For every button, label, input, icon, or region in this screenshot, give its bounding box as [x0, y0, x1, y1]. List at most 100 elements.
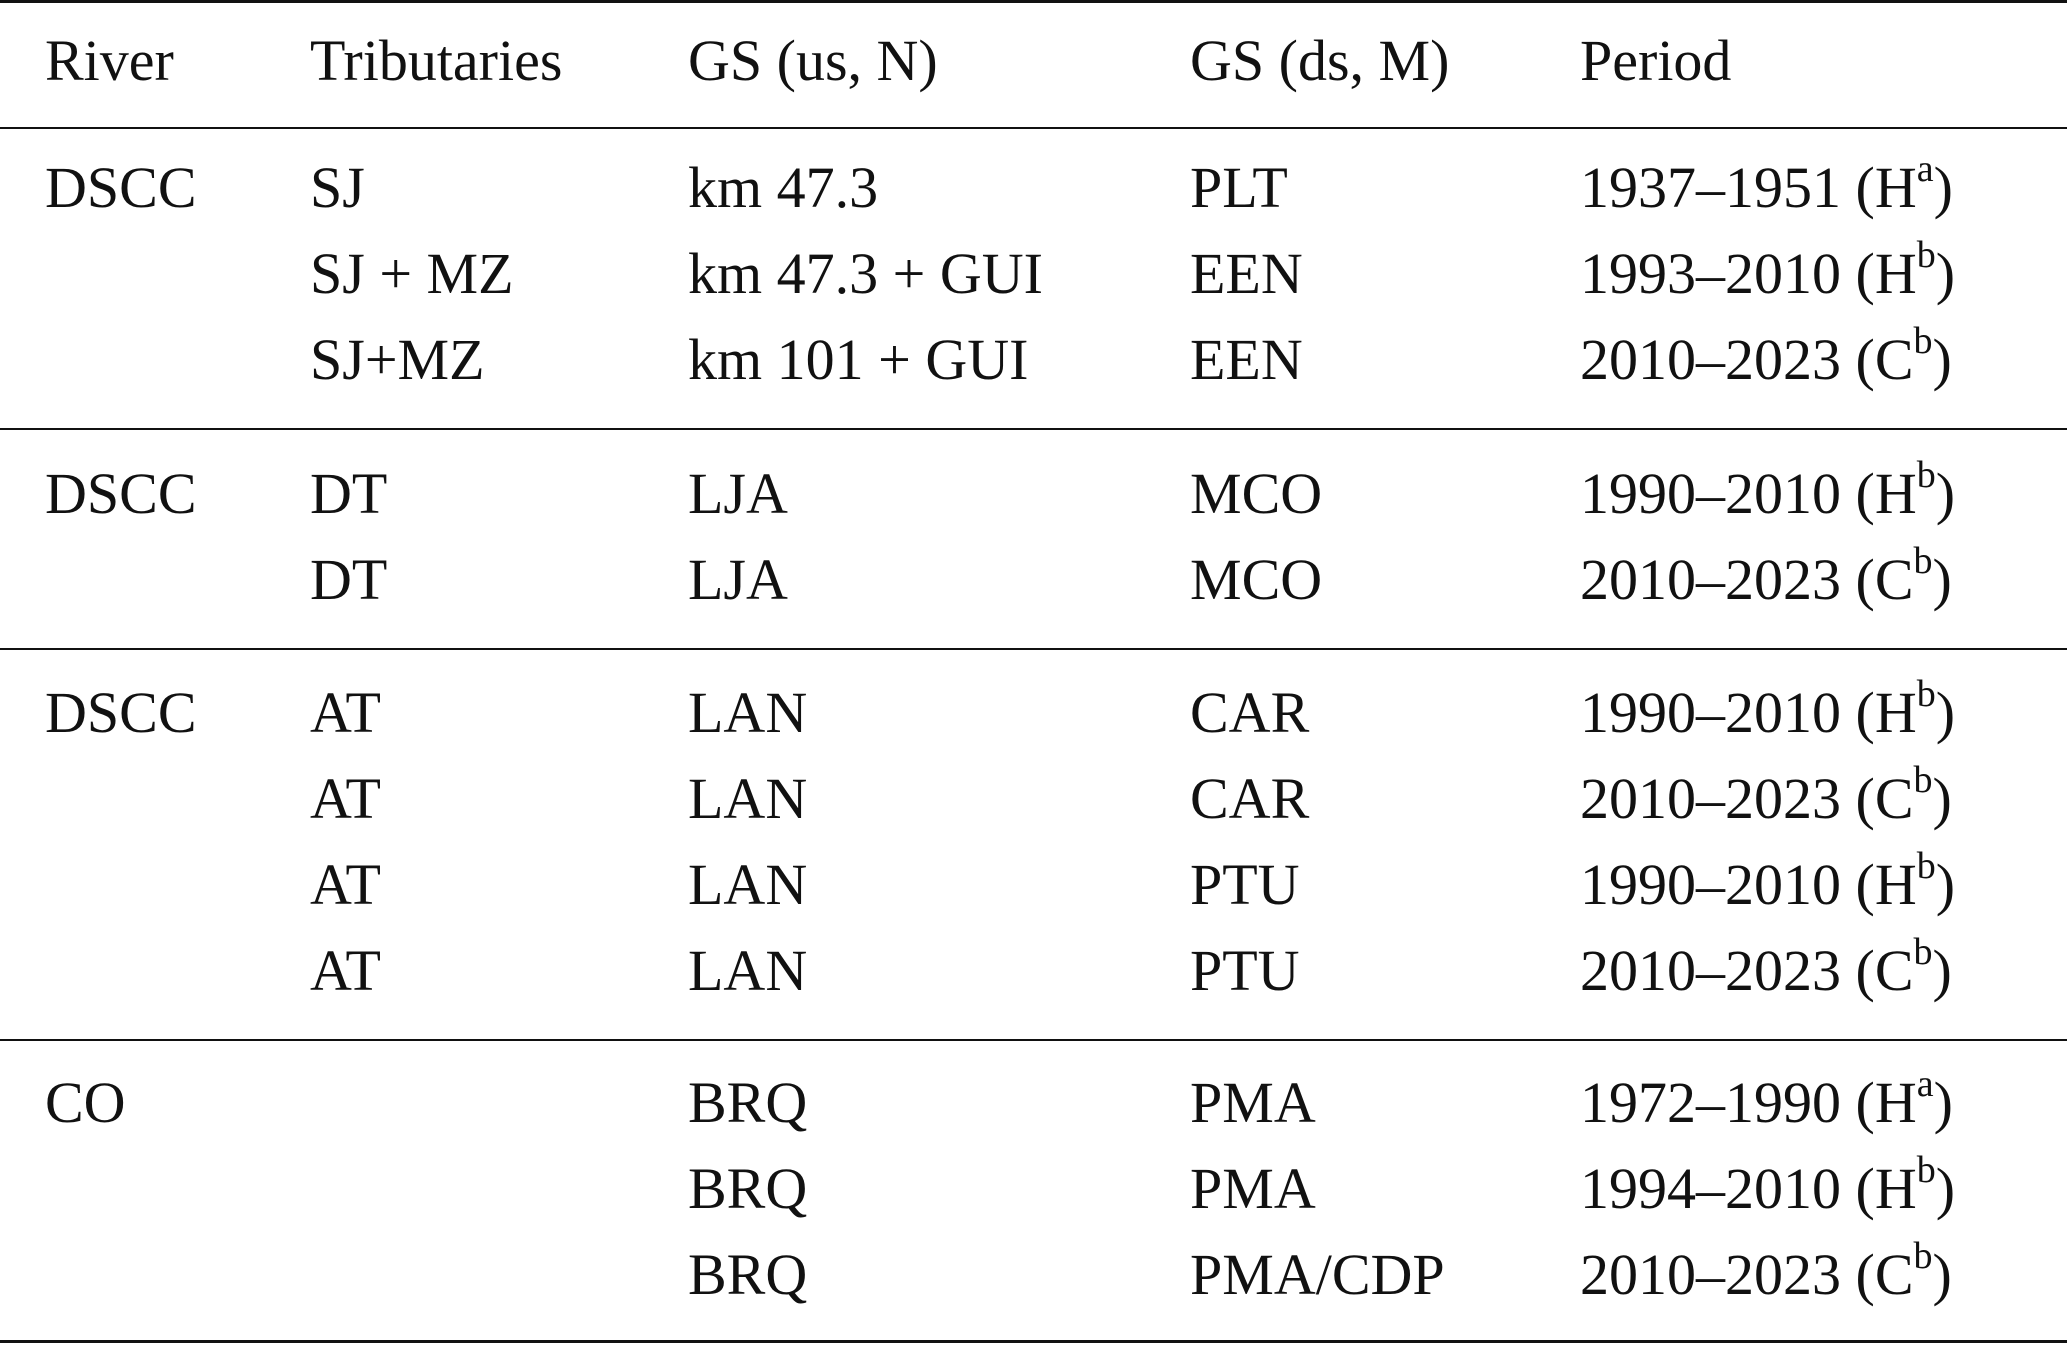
- gs-ds-cell: PTU: [1190, 852, 1300, 917]
- river-cell: DSCC: [45, 461, 197, 526]
- table-row: AT LAN PTU 1990–2010 (Hb): [0, 842, 2067, 928]
- period-close: ): [1935, 680, 1956, 745]
- river-cell: DSCC: [45, 155, 197, 220]
- period-text: 1937–1951 (H: [1580, 155, 1917, 220]
- gs-us-cell: BRQ: [688, 1156, 808, 1221]
- table-row: SJ+MZ km 101 + GUI EEN 2010–2023 (Cb): [0, 317, 2067, 403]
- header-river: River: [45, 28, 174, 93]
- period-footnote-mark: b: [1916, 233, 1936, 276]
- period-cell: 2010–2023 (Cb): [1580, 928, 1952, 1014]
- header-rule: [0, 127, 2067, 129]
- period-text: 2010–2023 (C: [1580, 547, 1914, 612]
- table-row: BRQ PMA 1994–2010 (Hb): [0, 1146, 2067, 1232]
- header-gs-ds: GS (ds, M): [1190, 28, 1450, 93]
- tributaries-cell: SJ+MZ: [310, 327, 485, 392]
- period-text: 1972–1990 (H: [1580, 1070, 1917, 1135]
- gs-us-cell: LAN: [688, 680, 808, 745]
- period-close: ): [1933, 155, 1953, 220]
- period-text: 2010–2023 (C: [1580, 1242, 1914, 1307]
- gs-us-cell: LJA: [688, 547, 788, 612]
- table-row: DSCC DT LJA MCO 1990–2010 (Hb): [0, 451, 2067, 537]
- period-cell: 1937–1951 (Ha): [1580, 145, 1953, 231]
- period-text: 1990–2010 (H: [1580, 852, 1917, 917]
- group-rule: [0, 428, 2067, 430]
- period-close: ): [1932, 1242, 1952, 1307]
- table-row: AT LAN CAR 2010–2023 (Cb): [0, 756, 2067, 842]
- period-close: ): [1935, 461, 1956, 526]
- period-footnote-mark: b: [1913, 1234, 1933, 1277]
- period-close: ): [1933, 1070, 1953, 1135]
- table-row: DSCC AT LAN CAR 1990–2010 (Hb): [0, 670, 2067, 756]
- tributaries-cell: AT: [310, 680, 381, 745]
- gs-us-cell: km 47.3 + GUI: [688, 241, 1043, 306]
- period-text: 1990–2010 (H: [1580, 680, 1917, 745]
- header-period: Period: [1580, 28, 1732, 93]
- gs-ds-cell: MCO: [1190, 461, 1323, 526]
- table-row: DSCC SJ km 47.3 PLT 1937–1951 (Ha): [0, 145, 2067, 231]
- tributaries-cell: SJ: [310, 155, 365, 220]
- period-text: 2010–2023 (C: [1580, 938, 1914, 1003]
- tributaries-cell: AT: [310, 938, 381, 1003]
- period-footnote-mark: b: [1913, 758, 1933, 801]
- gs-us-cell: LJA: [688, 461, 788, 526]
- gs-ds-cell: CAR: [1190, 766, 1310, 831]
- period-footnote-mark: b: [1916, 453, 1936, 496]
- tributaries-cell: AT: [310, 852, 381, 917]
- period-footnote-mark: b: [1913, 930, 1933, 973]
- gs-us-cell: BRQ: [688, 1242, 808, 1307]
- period-close: ): [1932, 938, 1952, 1003]
- tributaries-cell: DT: [310, 547, 388, 612]
- group-rule: [0, 1039, 2067, 1041]
- period-text: 1993–2010 (H: [1580, 241, 1917, 306]
- period-footnote-mark: b: [1916, 844, 1936, 887]
- header-tributaries: Tributaries: [310, 28, 563, 93]
- period-footnote-mark: a: [1916, 1062, 1934, 1105]
- tributaries-cell: DT: [310, 461, 388, 526]
- period-text: 2010–2023 (C: [1580, 766, 1914, 831]
- period-footnote-mark: b: [1916, 1148, 1936, 1191]
- period-footnote-mark: b: [1916, 672, 1936, 715]
- gs-ds-cell: PLT: [1190, 155, 1288, 220]
- header-gs-us: GS (us, N): [688, 28, 938, 93]
- river-cell: DSCC: [45, 680, 197, 745]
- table-row: CO BRQ PMA 1972–1990 (Ha): [0, 1060, 2067, 1146]
- tributaries-cell: AT: [310, 766, 381, 831]
- gs-us-cell: km 101 + GUI: [688, 327, 1029, 392]
- header-row: River Tributaries GS (us, N) GS (ds, M) …: [0, 18, 2067, 104]
- period-cell: 2010–2023 (Cb): [1580, 537, 1952, 623]
- table-row: SJ + MZ km 47.3 + GUI EEN 1993–2010 (Hb): [0, 231, 2067, 317]
- river-cell: CO: [45, 1070, 126, 1135]
- tributaries-cell: SJ + MZ: [310, 241, 514, 306]
- gs-ds-cell: PMA: [1190, 1070, 1316, 1135]
- gs-ds-cell: PMA/CDP: [1190, 1242, 1445, 1307]
- period-cell: 2010–2023 (Cb): [1580, 1232, 1952, 1318]
- period-cell: 2010–2023 (Cb): [1580, 317, 1952, 403]
- period-text: 1990–2010 (H: [1580, 461, 1917, 526]
- period-close: ): [1932, 327, 1952, 392]
- bottom-rule: [0, 1340, 2067, 1343]
- gs-us-cell: LAN: [688, 766, 808, 831]
- gs-ds-cell: PTU: [1190, 938, 1300, 1003]
- table-row: AT LAN PTU 2010–2023 (Cb): [0, 928, 2067, 1014]
- period-cell: 1993–2010 (Hb): [1580, 231, 1955, 317]
- gs-ds-cell: MCO: [1190, 547, 1323, 612]
- period-cell: 1994–2010 (Hb): [1580, 1146, 1955, 1232]
- period-cell: 1990–2010 (Hb): [1580, 451, 1955, 537]
- period-close: ): [1935, 1156, 1956, 1221]
- group-rule: [0, 648, 2067, 650]
- gs-ds-cell: CAR: [1190, 680, 1310, 745]
- period-text: 2010–2023 (C: [1580, 327, 1914, 392]
- period-cell: 1990–2010 (Hb): [1580, 842, 1955, 928]
- period-footnote-mark: b: [1913, 319, 1933, 362]
- period-text: 1994–2010 (H: [1580, 1156, 1917, 1221]
- gs-us-cell: BRQ: [688, 1070, 808, 1135]
- period-footnote-mark: b: [1913, 539, 1933, 582]
- period-cell: 1990–2010 (Hb): [1580, 670, 1955, 756]
- gs-us-cell: km 47.3: [688, 155, 879, 220]
- period-cell: 1972–1990 (Ha): [1580, 1060, 1953, 1146]
- period-close: ): [1932, 766, 1952, 831]
- table-row: DT LJA MCO 2010–2023 (Cb): [0, 537, 2067, 623]
- period-close: ): [1935, 241, 1956, 306]
- period-cell: 2010–2023 (Cb): [1580, 756, 1952, 842]
- gs-us-cell: LAN: [688, 938, 808, 1003]
